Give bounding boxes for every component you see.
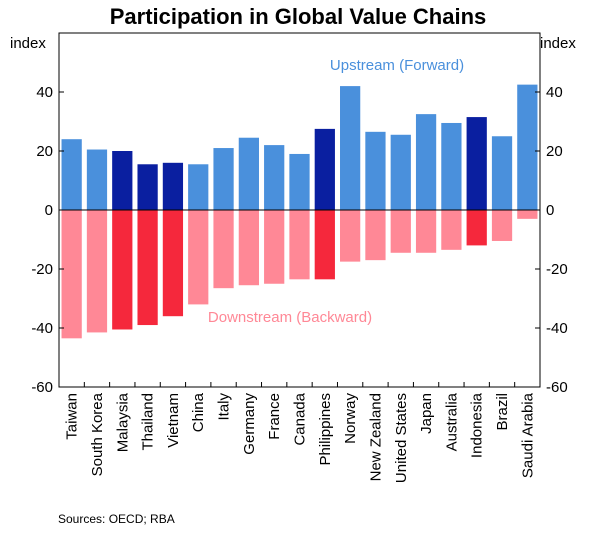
bar-upstream-brazil <box>491 136 513 210</box>
category-label: South Korea <box>89 392 106 476</box>
tick-label-right: 0 <box>546 202 554 219</box>
tick-label-left: 40 <box>36 84 53 101</box>
tick-label-right: -40 <box>546 320 568 337</box>
source-note: Sources: OECD; RBA <box>58 512 175 526</box>
bar-downstream-japan <box>415 210 437 253</box>
plot-frame <box>58 32 541 388</box>
category-label: Brazil <box>494 393 511 431</box>
tick-label-left: 20 <box>36 143 53 160</box>
bar-upstream-south-korea <box>86 149 108 210</box>
bar-downstream-australia <box>441 210 462 250</box>
tick-label-left: -20 <box>31 261 53 278</box>
bar-upstream-indonesia <box>466 117 487 210</box>
category-label: Germany <box>241 393 258 455</box>
bar-downstream-germany <box>238 210 259 286</box>
category-label: United States <box>393 393 410 483</box>
category-label: Japan <box>418 393 435 434</box>
bar-upstream-vietnam <box>162 162 184 210</box>
tick-label-right: 40 <box>546 84 563 101</box>
bar-downstream-taiwan <box>61 210 82 339</box>
y-axis-unit-left: index <box>10 35 46 52</box>
bar-downstream-vietnam <box>162 210 184 317</box>
category-label: Italy <box>216 393 233 421</box>
bar-downstream-malaysia <box>112 210 133 330</box>
category-label: Norway <box>342 393 359 444</box>
category-label: Malaysia <box>114 392 131 452</box>
y-axis-unit-right: index <box>540 35 576 52</box>
bar-upstream-canada <box>289 153 310 210</box>
category-label: Saudi Arabia <box>519 392 536 478</box>
bar-upstream-china <box>188 164 209 210</box>
bar-downstream-philippines <box>314 210 335 280</box>
category-labels: Taiwan South Korea Malaysia Thailand Vietnam… <box>64 382 536 483</box>
bar-downstream-indonesia <box>466 210 487 246</box>
bar-downstream-france <box>264 210 285 284</box>
ticks-group: 40 40 20 20 0 0 -20 -20 -40 -40 -60 -60 <box>31 84 567 396</box>
category-label: Philippines <box>317 393 334 466</box>
bar-upstream-france <box>264 145 285 210</box>
tick-label-left: -40 <box>31 320 53 337</box>
bar-upstream-new-zealand <box>365 131 386 210</box>
bar-downstream-united-states <box>390 210 411 253</box>
category-label: France <box>266 393 283 440</box>
bar-downstream-china <box>188 210 209 305</box>
bar-upstream-germany <box>238 137 259 210</box>
bar-downstream-saudi-arabia <box>517 210 538 219</box>
bar-downstream-brazil <box>491 210 513 241</box>
category-label: New Zealand <box>367 393 384 481</box>
bar-downstream-thailand <box>137 210 158 326</box>
tick-label-right: -60 <box>546 379 568 396</box>
bar-downstream-new-zealand <box>365 210 386 261</box>
bar-downstream-south-korea <box>86 210 108 333</box>
bar-downstream-norway <box>340 210 361 262</box>
tick-label-right: -20 <box>546 261 568 278</box>
bar-upstream-malaysia <box>112 151 133 210</box>
chart-title: Participation in Global Value Chains <box>110 4 487 29</box>
category-label: China <box>190 392 207 432</box>
bar-downstream-italy <box>213 210 234 289</box>
tick-label-left: 0 <box>45 202 53 219</box>
series-label-downstream: Downstream (Backward) <box>208 309 372 326</box>
category-label: Taiwan <box>64 393 81 440</box>
series-label-upstream: Upstream (Forward) <box>330 57 464 74</box>
category-label: Australia <box>443 392 460 451</box>
bar-upstream-italy <box>213 148 234 210</box>
tick-label-left: -60 <box>31 379 53 396</box>
bar-upstream-united-states <box>390 134 411 210</box>
category-label: Indonesia <box>469 392 486 458</box>
bars-group <box>61 84 538 339</box>
tick-label-right: 20 <box>546 143 563 160</box>
bar-upstream-saudi-arabia <box>517 84 538 211</box>
bar-upstream-japan <box>415 114 437 211</box>
bar-upstream-thailand <box>137 164 158 210</box>
category-label: Thailand <box>140 393 157 451</box>
bar-upstream-taiwan <box>61 139 82 210</box>
category-label: Canada <box>292 392 309 445</box>
bar-upstream-norway <box>340 86 361 210</box>
bar-upstream-philippines <box>314 128 335 211</box>
bar-upstream-australia <box>441 122 462 210</box>
bar-downstream-canada <box>289 210 310 280</box>
category-label: Vietnam <box>165 393 182 448</box>
